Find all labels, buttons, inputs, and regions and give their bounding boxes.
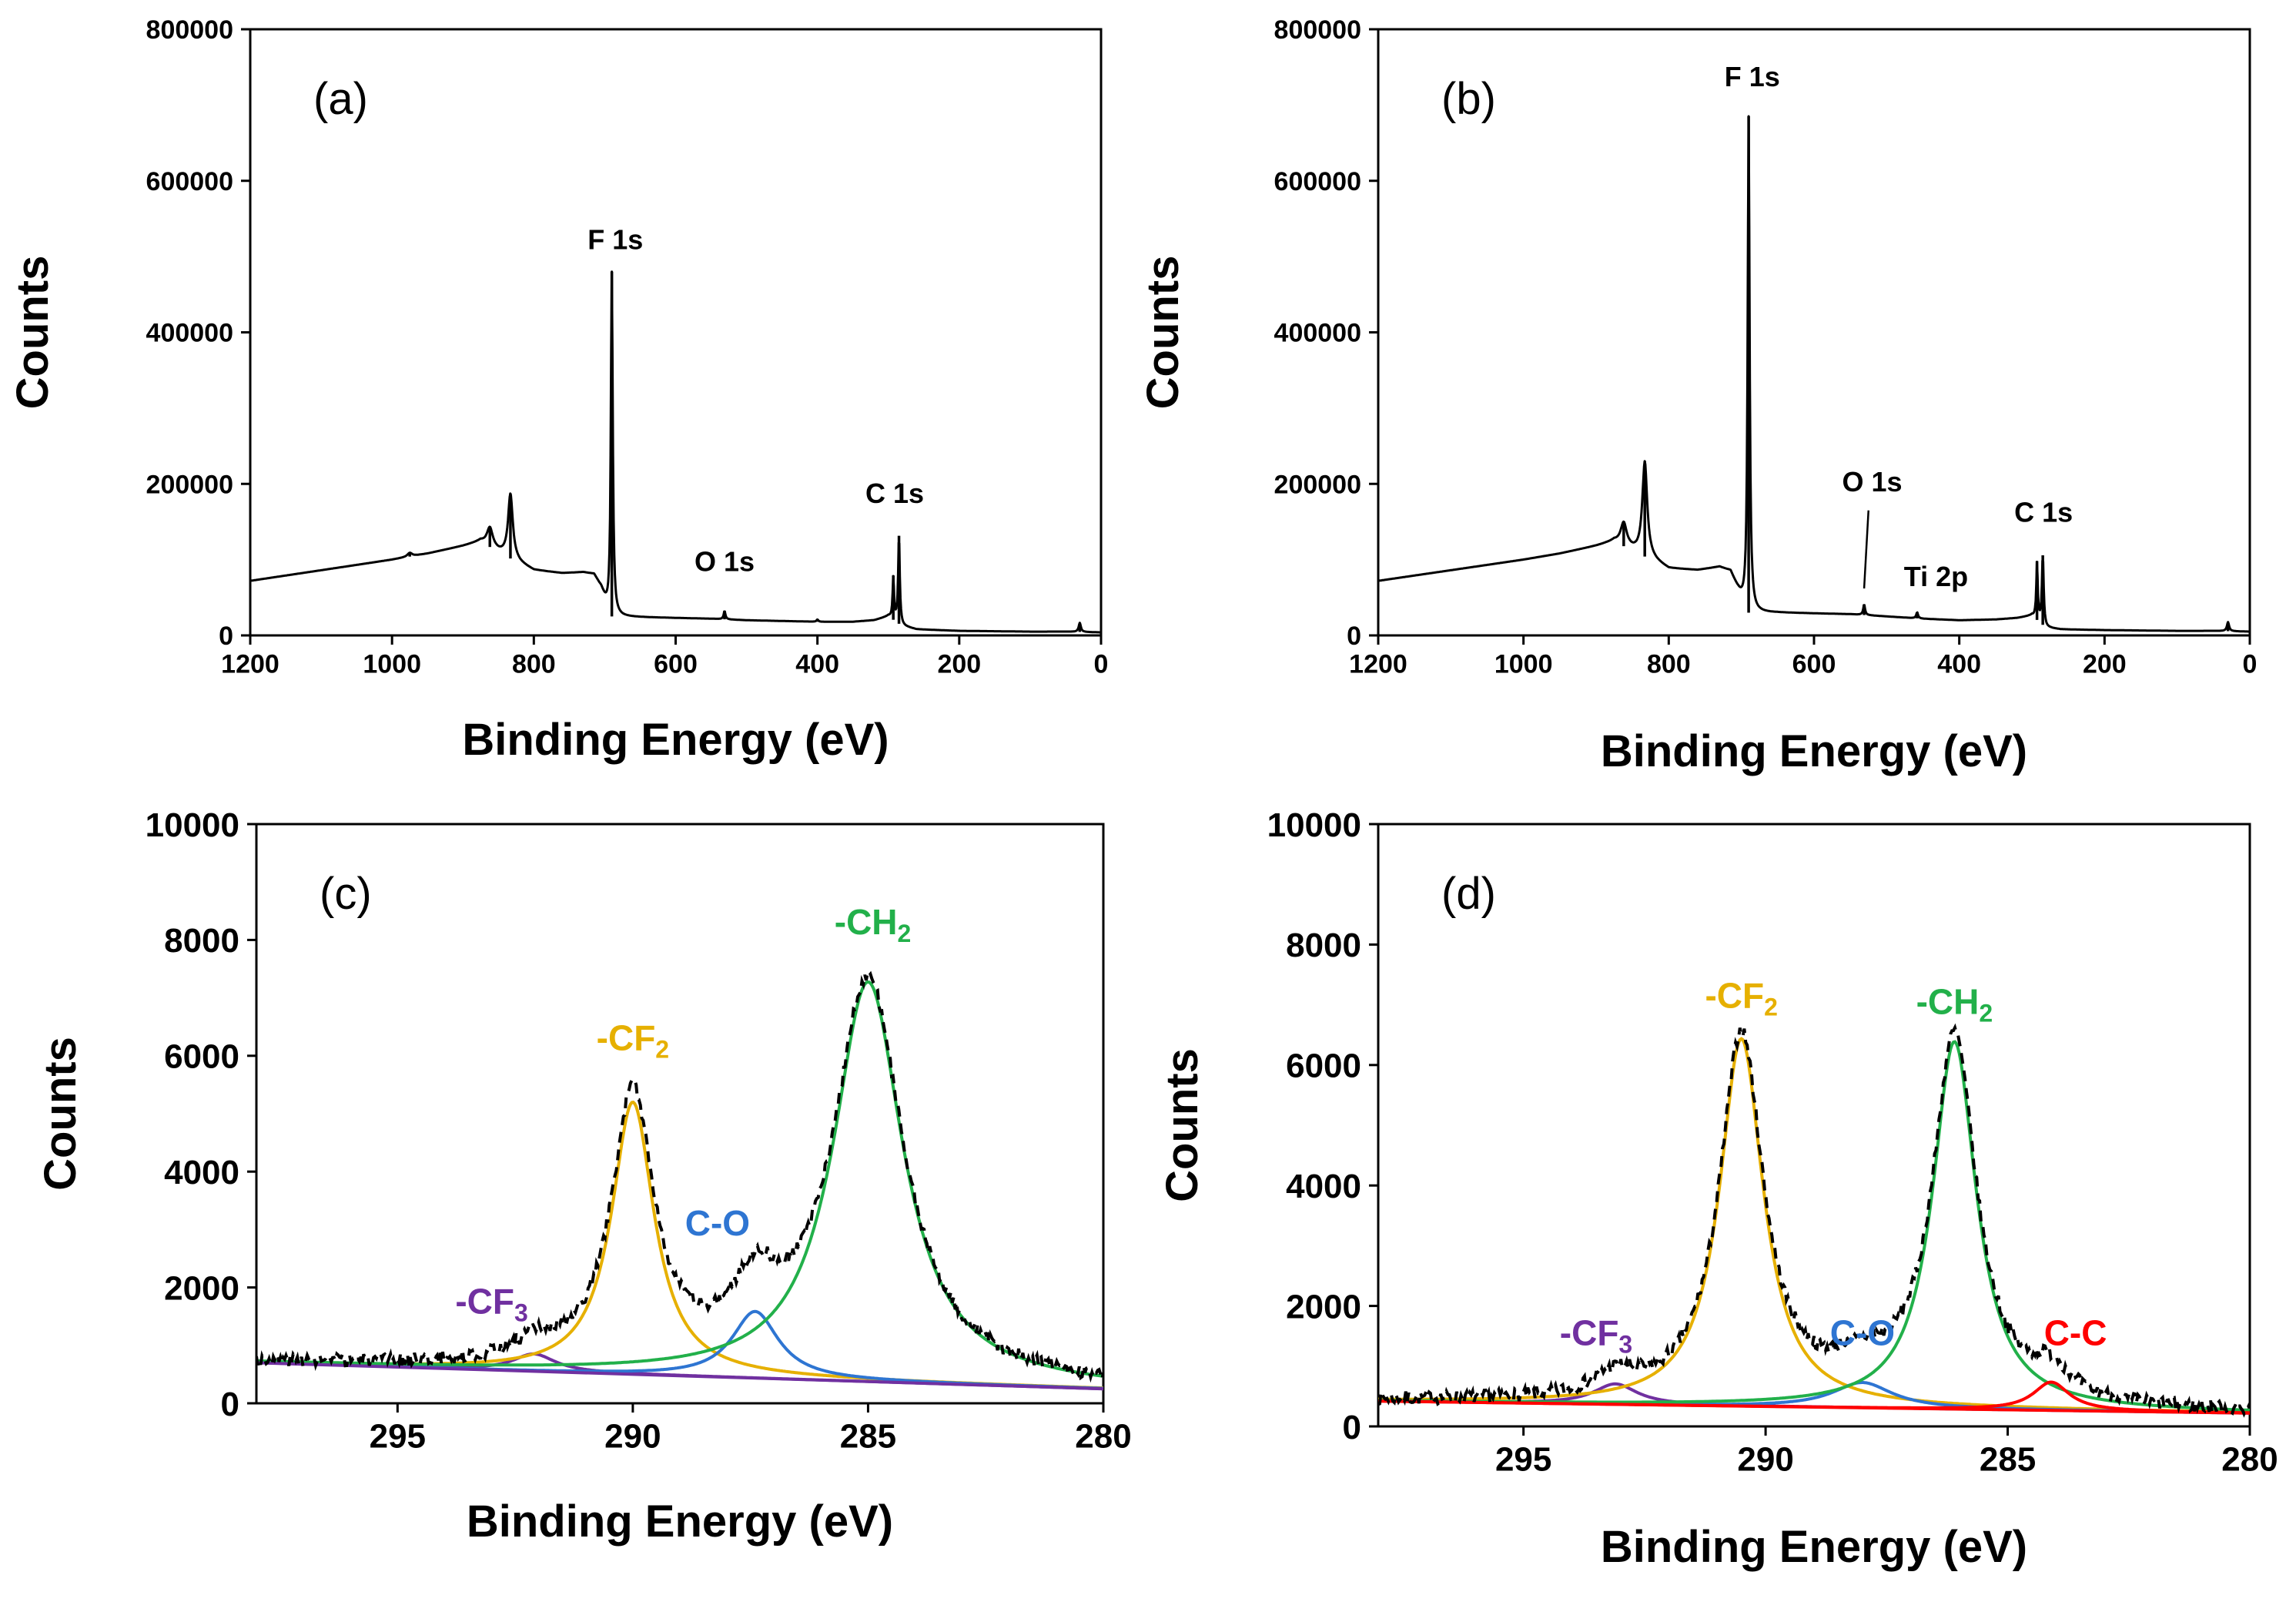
plot-frame bbox=[249, 28, 1103, 637]
x-tick-label: 600 bbox=[654, 650, 698, 679]
x-axis-label: Binding Energy (eV) bbox=[1601, 726, 2027, 776]
y-axis-label: Counts bbox=[35, 1037, 85, 1191]
y-axis-label: Counts bbox=[1157, 1048, 1207, 1202]
y-tick-label: 400000 bbox=[1274, 319, 1361, 348]
peak-annotation: O 1s bbox=[1842, 466, 1902, 498]
fit-background-line bbox=[256, 1361, 1103, 1391]
y-tick-label: 0 bbox=[221, 1386, 239, 1423]
survey-spectrum-line bbox=[1378, 115, 2250, 633]
o1s-leader-line bbox=[1863, 510, 1869, 589]
component-label: -CF3 bbox=[455, 1281, 527, 1326]
x-tick-label: 400 bbox=[1937, 650, 1981, 679]
plot-area bbox=[1378, 1023, 2250, 1418]
y-tick-label: 600000 bbox=[1274, 167, 1361, 196]
x-tick-label: 285 bbox=[1980, 1441, 2036, 1479]
experimental-spectrum-line bbox=[1378, 1023, 2250, 1418]
y-tick-label: 0 bbox=[1347, 622, 1361, 651]
y-tick-label: 6000 bbox=[1286, 1047, 1361, 1085]
y-tick-label: 200000 bbox=[1274, 470, 1361, 499]
x-tick-label: 290 bbox=[604, 1418, 661, 1456]
x-tick-label: 280 bbox=[2221, 1441, 2278, 1479]
panel-d: 0 2000 4000 6000 8000 10000 295 290 285 280 Bindin… bbox=[1157, 806, 2278, 1572]
panel-c: 0 2000 4000 6000 8000 10000 295 290 285 280 Bindin… bbox=[35, 806, 1132, 1547]
plot-area bbox=[1378, 115, 2250, 633]
x-axis-label: Binding Energy (eV) bbox=[1601, 1522, 2027, 1572]
peak-annotation: F 1s bbox=[587, 223, 643, 255]
panel-label: (c) bbox=[320, 869, 372, 919]
component-label: C-C bbox=[2044, 1312, 2107, 1352]
x-tick-label: 200 bbox=[937, 650, 981, 679]
y-tick-label: 2000 bbox=[1286, 1288, 1361, 1326]
y-tick-label: 8000 bbox=[164, 922, 239, 960]
plot-frame bbox=[255, 823, 1105, 1405]
peak-annotation: F 1s bbox=[1725, 61, 1780, 92]
fit-component-ch2 bbox=[256, 980, 1103, 1378]
fit-component-ch2 bbox=[1378, 1040, 2250, 1412]
panel-a: 0 200000 400000 600000 800000 1200 1000 800 600 4… bbox=[8, 15, 1108, 765]
x-tick-label: 800 bbox=[1647, 650, 1691, 679]
y-axis-label: Counts bbox=[8, 256, 58, 410]
peak-annotation: C 1s bbox=[2014, 496, 2073, 528]
y-tick-label: 10000 bbox=[146, 806, 239, 844]
y-tick-label: 6000 bbox=[164, 1038, 239, 1076]
x-tick-label: 0 bbox=[1094, 650, 1109, 679]
x-tick-label: 290 bbox=[1737, 1441, 1793, 1479]
y-tick-label: 400000 bbox=[146, 319, 233, 348]
y-tick-label: 4000 bbox=[164, 1154, 239, 1191]
x-tick-label: 295 bbox=[1495, 1441, 1551, 1479]
fit-component-cf2 bbox=[256, 1100, 1103, 1390]
component-label: -CF2 bbox=[597, 1017, 669, 1063]
x-tick-label: 200 bbox=[2083, 650, 2127, 679]
x-tick-label: 0 bbox=[2243, 650, 2258, 679]
y-tick-label: 600000 bbox=[146, 167, 233, 196]
fit-background-line bbox=[1378, 1399, 2250, 1415]
plot-frame bbox=[1377, 28, 2251, 637]
y-tick-label: 4000 bbox=[1286, 1168, 1361, 1205]
x-tick-label: 800 bbox=[512, 650, 556, 679]
y-tick-label: 200000 bbox=[146, 470, 233, 499]
component-label: C-O bbox=[1830, 1312, 1895, 1352]
x-tick-label: 1200 bbox=[1349, 650, 1407, 679]
x-tick-label: 1000 bbox=[363, 650, 421, 679]
y-tick-label: 10000 bbox=[1267, 806, 1361, 844]
y-tick-label: 800000 bbox=[1274, 15, 1361, 45]
component-label: -CF2 bbox=[1705, 976, 1777, 1021]
x-tick-label: 1200 bbox=[221, 650, 279, 679]
x-tick-label: 1000 bbox=[1494, 650, 1553, 679]
peak-annotation: Ti 2p bbox=[1904, 561, 1968, 592]
survey-spectrum-line bbox=[250, 270, 1101, 634]
y-tick-label: 0 bbox=[1343, 1409, 1361, 1446]
x-tick-label: 280 bbox=[1075, 1418, 1131, 1456]
x-axis-label: Binding Energy (eV) bbox=[467, 1496, 893, 1547]
peak-annotation: C 1s bbox=[865, 478, 924, 509]
panel-label: (b) bbox=[1441, 74, 1496, 124]
component-label: C-O bbox=[685, 1203, 750, 1243]
x-tick-label: 285 bbox=[840, 1418, 896, 1456]
component-label: -CF3 bbox=[1560, 1312, 1632, 1358]
y-tick-label: 2000 bbox=[164, 1269, 239, 1307]
x-tick-label: 600 bbox=[1792, 650, 1836, 679]
fit-component-cf2 bbox=[1378, 1037, 2250, 1414]
panel-label: (d) bbox=[1441, 869, 1496, 919]
experimental-spectrum-line bbox=[256, 967, 1103, 1383]
x-tick-label: 295 bbox=[370, 1418, 426, 1456]
component-label: -CH2 bbox=[835, 902, 912, 947]
y-tick-label: 0 bbox=[219, 622, 233, 651]
y-tick-label: 800000 bbox=[146, 15, 233, 45]
y-tick-label: 8000 bbox=[1286, 927, 1361, 964]
peak-annotation: O 1s bbox=[694, 545, 755, 577]
x-axis-label: Binding Energy (eV) bbox=[462, 715, 889, 765]
panel-label: (a) bbox=[313, 74, 368, 124]
plot-frame bbox=[1377, 823, 2251, 1428]
component-label: -CH2 bbox=[1916, 981, 1993, 1027]
plot-area bbox=[256, 967, 1103, 1391]
plot-area bbox=[250, 270, 1101, 634]
panel-b: 0 200000 400000 600000 800000 1200 1000 800 600 4… bbox=[1138, 15, 2257, 776]
y-axis-label: Counts bbox=[1138, 256, 1188, 410]
x-tick-label: 400 bbox=[795, 650, 839, 679]
